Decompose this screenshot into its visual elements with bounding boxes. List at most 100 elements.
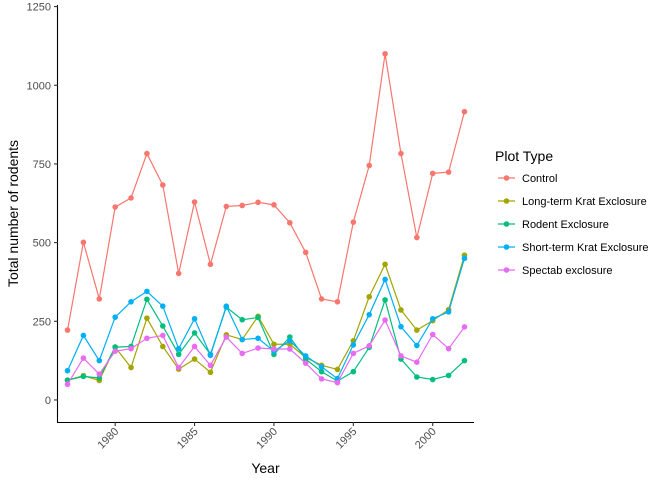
data-point bbox=[445, 309, 452, 315]
data-point bbox=[414, 327, 420, 333]
data-point bbox=[80, 355, 87, 361]
data-point bbox=[128, 195, 134, 201]
legend: Plot Type Control Long-term Krat Exclosur… bbox=[495, 148, 649, 277]
data-point bbox=[191, 330, 198, 336]
data-point bbox=[382, 276, 388, 283]
series-3 bbox=[64, 255, 468, 382]
series-line bbox=[66, 53, 466, 331]
data-point bbox=[461, 255, 468, 262]
axes-layer bbox=[56, 5, 474, 424]
data-point bbox=[414, 374, 420, 380]
data-point bbox=[207, 261, 214, 268]
data-point bbox=[96, 357, 103, 364]
data-point bbox=[398, 353, 404, 359]
data-point bbox=[287, 219, 293, 226]
data-point bbox=[239, 316, 245, 323]
data-point bbox=[112, 344, 118, 350]
data-point bbox=[302, 353, 309, 359]
data-point bbox=[414, 342, 420, 349]
data-point bbox=[128, 364, 134, 371]
legend-label: Long-term Krat Exclosure bbox=[522, 196, 647, 208]
data-point bbox=[255, 199, 261, 206]
data-point bbox=[207, 352, 214, 359]
data-point bbox=[366, 162, 373, 169]
legend-key-point bbox=[503, 267, 510, 273]
data-point bbox=[429, 315, 436, 322]
legend-title: Plot Type bbox=[495, 148, 553, 164]
y-tick-label: 250 bbox=[33, 316, 51, 328]
data-point bbox=[159, 182, 166, 188]
data-point bbox=[334, 366, 341, 373]
data-point bbox=[96, 296, 103, 302]
data-point bbox=[382, 297, 388, 303]
data-point bbox=[318, 368, 325, 375]
data-point bbox=[191, 199, 198, 205]
data-point bbox=[445, 169, 452, 175]
data-point bbox=[382, 50, 388, 57]
series-line bbox=[66, 258, 466, 380]
legend-key-point bbox=[503, 221, 510, 227]
data-point bbox=[255, 345, 261, 351]
data-point bbox=[239, 202, 245, 209]
y-tick-label: 500 bbox=[33, 238, 51, 250]
data-point bbox=[64, 327, 71, 333]
data-point bbox=[287, 346, 293, 352]
data-point bbox=[366, 293, 373, 300]
data-point bbox=[366, 311, 373, 318]
series-layer bbox=[64, 50, 468, 388]
data-point bbox=[302, 249, 309, 256]
data-point bbox=[80, 332, 87, 339]
data-point bbox=[223, 334, 230, 340]
data-point bbox=[334, 379, 341, 386]
series-line bbox=[67, 255, 466, 382]
data-point bbox=[112, 348, 118, 354]
data-point bbox=[445, 345, 452, 352]
legend-label: Spectab exclosure bbox=[522, 265, 613, 277]
data-point bbox=[318, 296, 325, 302]
data-point bbox=[191, 343, 198, 350]
data-point bbox=[175, 270, 182, 277]
data-point bbox=[96, 371, 103, 377]
data-point bbox=[175, 351, 182, 358]
data-point bbox=[461, 108, 468, 115]
legend-item: Long-term Krat Exclosure bbox=[498, 196, 647, 208]
data-point bbox=[159, 343, 166, 350]
data-point bbox=[302, 360, 309, 366]
data-point bbox=[318, 364, 325, 370]
data-point bbox=[64, 381, 71, 388]
data-point bbox=[271, 202, 277, 208]
data-point bbox=[175, 345, 182, 352]
data-point bbox=[128, 298, 134, 305]
data-point bbox=[350, 342, 357, 348]
data-point bbox=[350, 219, 357, 225]
data-point bbox=[159, 323, 166, 329]
data-point bbox=[191, 315, 198, 322]
data-point bbox=[80, 239, 87, 246]
data-point bbox=[461, 357, 468, 364]
legend-item: Rodent Exclosure bbox=[498, 219, 609, 231]
series-0 bbox=[64, 50, 468, 333]
data-point bbox=[429, 170, 436, 177]
data-point bbox=[414, 234, 420, 241]
data-point bbox=[461, 324, 468, 330]
data-point bbox=[398, 323, 404, 330]
data-point bbox=[350, 368, 357, 375]
legend-key-point bbox=[503, 198, 510, 204]
data-point bbox=[366, 343, 373, 349]
legend-label: Short-term Krat Exclosure bbox=[522, 242, 649, 254]
data-point bbox=[398, 307, 404, 313]
data-point bbox=[144, 335, 150, 342]
data-point bbox=[175, 364, 182, 371]
data-point bbox=[144, 315, 150, 321]
y-axis-title: Total number of rodents bbox=[5, 140, 21, 287]
data-point bbox=[207, 369, 214, 376]
legend-label: Control bbox=[522, 173, 557, 185]
data-point bbox=[144, 296, 150, 303]
x-axis-title: Year bbox=[251, 460, 280, 476]
legend-item: Control bbox=[498, 173, 557, 185]
legend-item: Spectab exclosure bbox=[498, 265, 613, 277]
data-point bbox=[429, 376, 436, 383]
series-4 bbox=[64, 317, 468, 388]
data-point bbox=[255, 314, 261, 321]
